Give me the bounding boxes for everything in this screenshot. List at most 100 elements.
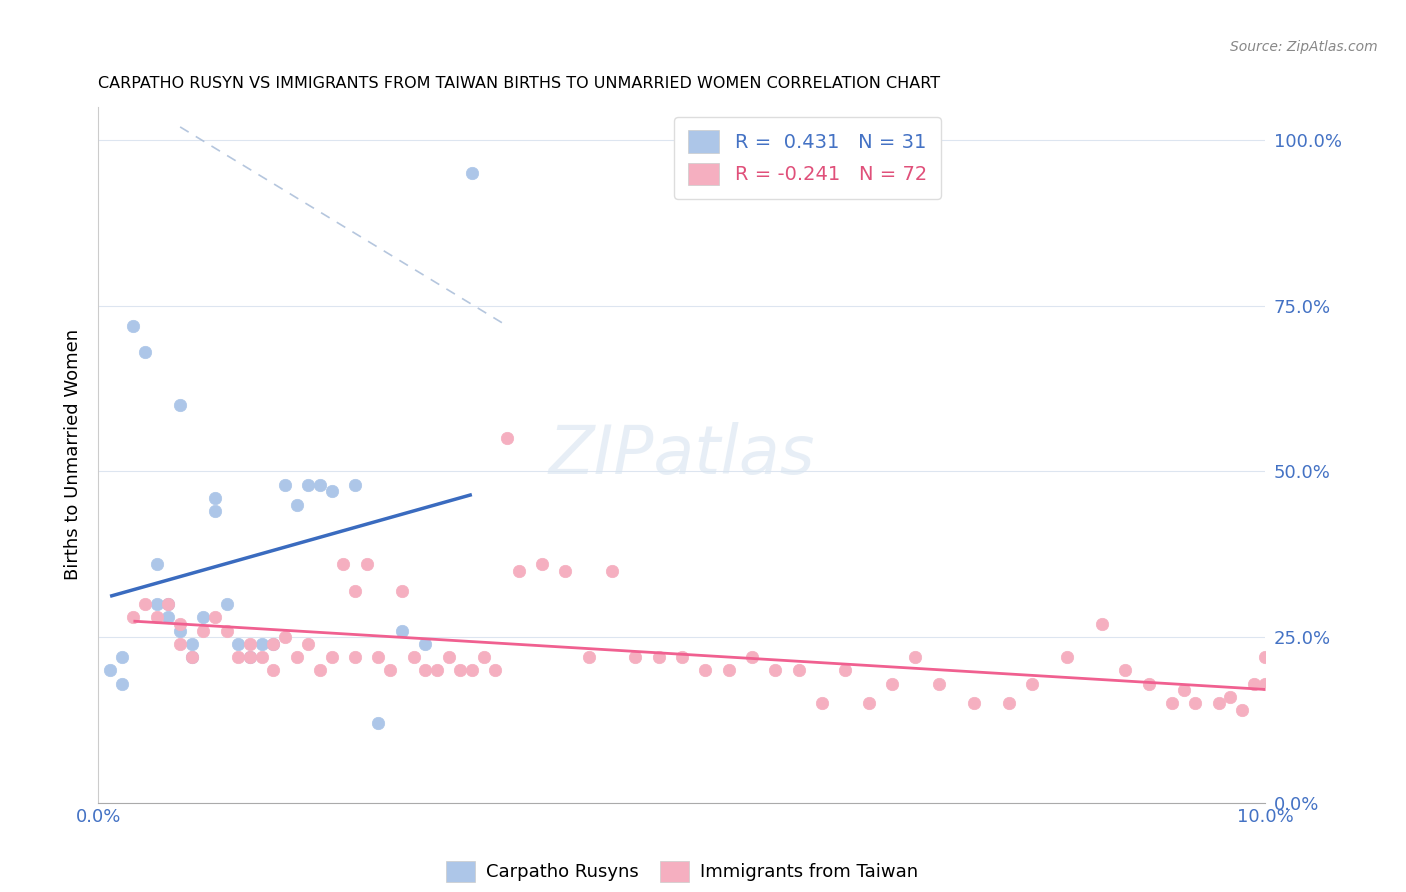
- Point: [169, 624, 191, 638]
- Point: [228, 650, 250, 665]
- Point: [997, 697, 1019, 711]
- Point: [204, 491, 226, 505]
- Point: [134, 345, 156, 359]
- Point: [297, 637, 319, 651]
- Point: [402, 650, 425, 665]
- Point: [239, 650, 262, 665]
- Point: [811, 697, 834, 711]
- Point: [717, 663, 740, 677]
- Point: [285, 498, 308, 512]
- Point: [122, 318, 145, 333]
- Y-axis label: Births to Unmarried Women: Births to Unmarried Women: [65, 329, 83, 581]
- Point: [1161, 697, 1184, 711]
- Point: [787, 663, 810, 677]
- Point: [215, 624, 238, 638]
- Point: [193, 624, 215, 638]
- Point: [169, 616, 191, 631]
- Point: [1091, 616, 1114, 631]
- Point: [1243, 676, 1265, 690]
- Point: [530, 558, 553, 572]
- Point: [695, 663, 717, 677]
- Point: [1184, 697, 1206, 711]
- Point: [1021, 676, 1043, 690]
- Point: [250, 650, 273, 665]
- Point: [391, 583, 413, 598]
- Point: [1056, 650, 1078, 665]
- Point: [228, 637, 250, 651]
- Point: [262, 637, 284, 651]
- Point: [367, 716, 389, 731]
- Point: [157, 610, 180, 624]
- Point: [1254, 676, 1277, 690]
- Point: [928, 676, 950, 690]
- Point: [437, 650, 460, 665]
- Point: [344, 650, 367, 665]
- Point: [344, 477, 367, 491]
- Point: [1114, 663, 1136, 677]
- Point: [297, 477, 319, 491]
- Point: [169, 637, 191, 651]
- Point: [204, 504, 226, 518]
- Point: [157, 597, 180, 611]
- Point: [496, 431, 519, 445]
- Point: [671, 650, 693, 665]
- Point: [904, 650, 927, 665]
- Point: [321, 650, 343, 665]
- Point: [262, 637, 284, 651]
- Text: CARPATHO RUSYN VS IMMIGRANTS FROM TAIWAN BIRTHS TO UNMARRIED WOMEN CORRELATION C: CARPATHO RUSYN VS IMMIGRANTS FROM TAIWAN…: [98, 76, 941, 91]
- Point: [834, 663, 856, 677]
- Point: [215, 597, 238, 611]
- Point: [111, 676, 134, 690]
- Point: [356, 558, 378, 572]
- Point: [111, 650, 134, 665]
- Point: [332, 558, 354, 572]
- Legend: Carpatho Rusyns, Immigrants from Taiwan: Carpatho Rusyns, Immigrants from Taiwan: [439, 854, 925, 888]
- Point: [344, 583, 367, 598]
- Point: [1230, 703, 1253, 717]
- Point: [367, 650, 389, 665]
- Point: [122, 610, 145, 624]
- Point: [250, 637, 273, 651]
- Point: [449, 663, 471, 677]
- Point: [274, 630, 297, 644]
- Point: [157, 597, 180, 611]
- Point: [309, 663, 332, 677]
- Point: [858, 697, 880, 711]
- Point: [600, 564, 623, 578]
- Point: [204, 610, 226, 624]
- Point: [146, 558, 169, 572]
- Point: [180, 637, 202, 651]
- Point: [763, 663, 786, 677]
- Point: [180, 650, 202, 665]
- Point: [169, 398, 191, 412]
- Point: [146, 597, 169, 611]
- Point: [472, 650, 495, 665]
- Point: [484, 663, 506, 677]
- Point: [426, 663, 449, 677]
- Point: [1219, 690, 1241, 704]
- Point: [413, 663, 436, 677]
- Text: ZIPatlas: ZIPatlas: [548, 422, 815, 488]
- Point: [321, 484, 343, 499]
- Point: [508, 564, 530, 578]
- Point: [193, 610, 215, 624]
- Point: [1137, 676, 1160, 690]
- Point: [578, 650, 600, 665]
- Point: [741, 650, 763, 665]
- Point: [239, 637, 262, 651]
- Point: [1254, 650, 1277, 665]
- Point: [413, 637, 436, 651]
- Point: [134, 597, 156, 611]
- Point: [239, 650, 262, 665]
- Point: [98, 663, 121, 677]
- Point: [309, 477, 332, 491]
- Point: [391, 624, 413, 638]
- Point: [262, 663, 284, 677]
- Point: [554, 564, 576, 578]
- Point: [624, 650, 647, 665]
- Point: [380, 663, 402, 677]
- Point: [146, 610, 169, 624]
- Point: [180, 650, 202, 665]
- Point: [962, 697, 984, 711]
- Point: [274, 477, 297, 491]
